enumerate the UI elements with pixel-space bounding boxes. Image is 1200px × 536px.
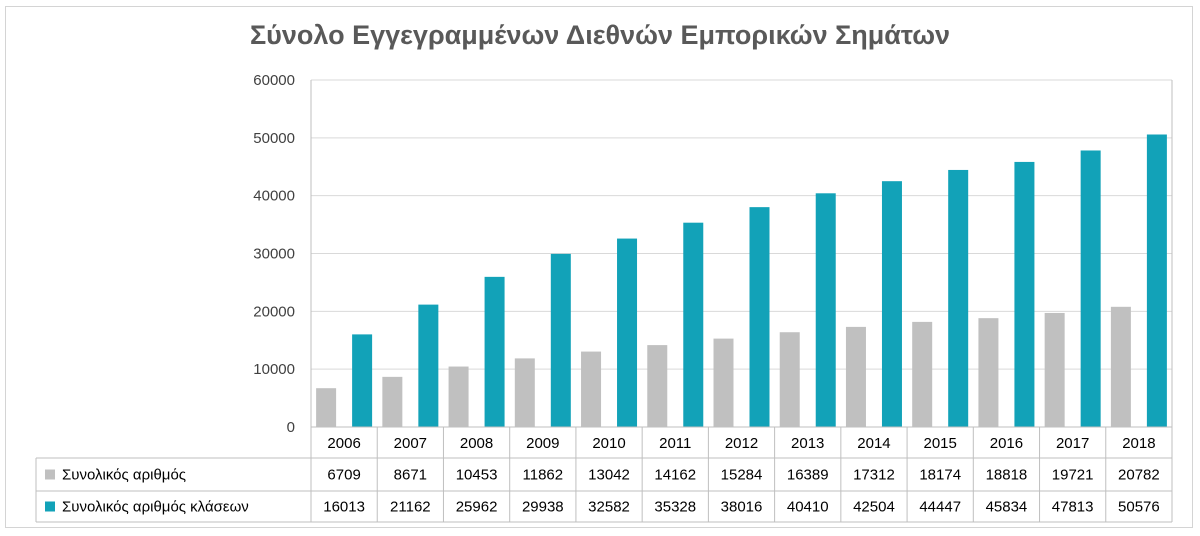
category-label: 2017 (1056, 435, 1089, 452)
y-tick-label: 30000 (253, 246, 295, 263)
data-label: 21162 (390, 499, 431, 516)
bars (316, 134, 1167, 427)
data-label: 18818 (986, 467, 1028, 484)
data-label: 18174 (919, 467, 961, 484)
data-label: 42504 (853, 499, 895, 516)
bar-classes-2011 (683, 222, 704, 427)
bar-classes-2007 (418, 304, 439, 427)
legend-label: Συνολικός αριθμός (62, 467, 186, 484)
bar-classes-2013 (815, 193, 836, 427)
bar-classes-2017 (1080, 150, 1101, 427)
data-label: 10453 (456, 467, 498, 484)
data-label: 16389 (787, 467, 829, 484)
data-label: 47813 (1052, 499, 1094, 516)
data-label: 15284 (721, 467, 763, 484)
data-label: 25962 (456, 499, 498, 516)
data-label: 11862 (523, 467, 564, 484)
data-label: 14162 (654, 467, 696, 484)
category-label: 2015 (924, 435, 957, 452)
bar-total-2013 (779, 332, 800, 427)
y-tick-label: 60000 (253, 72, 295, 89)
data-label: 32582 (588, 499, 630, 516)
data-label: 19721 (1052, 467, 1094, 484)
bar-classes-2006 (352, 334, 373, 427)
category-label: 2012 (725, 435, 758, 452)
bar-total-2006 (316, 388, 337, 427)
data-label: 8671 (394, 467, 427, 484)
category-label: 2018 (1122, 435, 1155, 452)
bar-classes-2018 (1146, 134, 1167, 427)
data-label: 45834 (986, 499, 1028, 516)
bar-classes-2012 (749, 207, 770, 427)
data-table: 2006 2007 2008 2009 2010 2011 2012 2013 2014 2015… (35, 80, 1173, 523)
category-label: 2008 (460, 435, 493, 452)
y-tick-label: 50000 (253, 130, 295, 147)
legend-swatch (45, 501, 55, 512)
category-label: 2014 (857, 435, 890, 452)
bar-classes-2009 (550, 253, 571, 427)
data-label: 6709 (327, 467, 360, 484)
gridlines (311, 79, 1172, 428)
bar-total-2010 (581, 351, 602, 427)
data-label: 20782 (1118, 467, 1160, 484)
bar-total-2018 (1110, 306, 1131, 427)
legend-swatch (45, 469, 55, 480)
y-tick-label: 20000 (253, 303, 295, 320)
data-label: 13042 (588, 467, 630, 484)
data-label: 16013 (323, 499, 365, 516)
bar-total-2007 (382, 376, 403, 427)
bar-total-2014 (845, 326, 866, 427)
bar-classes-2015 (948, 169, 969, 427)
data-label: 40410 (787, 499, 829, 516)
bar-total-2009 (514, 358, 535, 427)
bar-total-2012 (713, 338, 734, 427)
legend-label: Συνολικός αριθμός κλάσεων (62, 499, 249, 516)
bar-total-2015 (912, 321, 933, 427)
bar-total-2008 (448, 366, 469, 427)
data-label: 35328 (654, 499, 696, 516)
category-label: 2013 (791, 435, 824, 452)
category-label: 2009 (526, 435, 559, 452)
data-label: 38016 (721, 499, 763, 516)
bar-total-2017 (1044, 312, 1065, 427)
bar-classes-2010 (617, 238, 638, 427)
data-label: 50576 (1118, 499, 1160, 516)
chart-title: Σύνολο Εγγεγραμμένων Διεθνών Εμπορικών Σ… (250, 20, 950, 50)
bar-classes-2008 (484, 276, 505, 427)
category-label: 2010 (592, 435, 625, 452)
category-label: 2006 (327, 435, 360, 452)
y-axis: 0 10000 20000 30000 40000 50000 60000 (253, 72, 295, 436)
y-tick-label: 40000 (253, 188, 295, 205)
data-label: 17312 (853, 467, 895, 484)
bar-classes-2014 (881, 181, 902, 427)
chart-frame (5, 6, 1193, 528)
category-label: 2016 (990, 435, 1023, 452)
data-label: 29938 (522, 499, 564, 516)
data-label: 44447 (919, 499, 961, 516)
y-tick-label: 0 (287, 419, 295, 436)
category-label: 2007 (394, 435, 427, 452)
category-label: 2011 (659, 435, 691, 452)
y-tick-label: 10000 (253, 361, 295, 378)
bar-classes-2016 (1014, 161, 1035, 427)
bar-total-2011 (647, 345, 668, 427)
bar-total-2016 (978, 318, 999, 427)
